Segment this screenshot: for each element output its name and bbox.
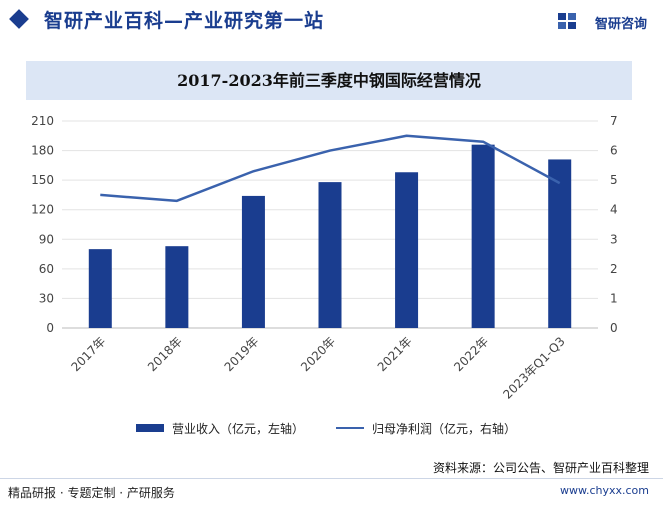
bar — [471, 144, 495, 328]
brand-logo-icon — [558, 13, 576, 29]
y-left-tick-label: 150 — [31, 173, 54, 187]
x-tick-label: 2018年 — [145, 334, 185, 374]
y-right-tick-label: 2 — [610, 262, 618, 276]
y-right-tick-label: 0 — [610, 321, 618, 335]
legend-item-profit: 归母净利润（亿元，右轴） — [336, 418, 516, 438]
y-right-tick-label: 6 — [610, 144, 618, 158]
bar — [395, 172, 419, 328]
x-tick-label: 2022年 — [451, 334, 491, 374]
legend-item-revenue: 营业收入（亿元，左轴） — [136, 418, 304, 438]
y-left-tick-label: 0 — [46, 321, 54, 335]
y-right-tick-label: 3 — [610, 232, 618, 246]
footer-website[interactable]: www.chyxx.com — [559, 484, 649, 497]
y-right-tick-label: 7 — [610, 114, 618, 128]
y-right-tick-label: 1 — [610, 291, 618, 305]
x-tick-label: 2019年 — [222, 334, 262, 374]
bar — [88, 249, 112, 328]
y-left-tick-label: 120 — [31, 203, 54, 217]
x-tick-label: 2023年Q1-Q3 — [500, 334, 568, 402]
x-tick-label: 2021年 — [375, 334, 415, 374]
legend-label-revenue: 营业收入（亿元，左轴） — [172, 421, 305, 436]
site-title: 智研产业百科—产业研究第一站 — [44, 10, 325, 32]
bar — [548, 159, 572, 328]
source-note: 资料来源：公司公告、智研产业百科整理 — [432, 461, 649, 475]
y-left-tick-label: 210 — [31, 114, 54, 128]
legend-swatch-line — [336, 427, 364, 429]
page-header: 智研产业百科—产业研究第一站 智研咨询 — [0, 0, 663, 46]
y-right-tick-label: 4 — [610, 203, 618, 217]
y-left-tick-label: 90 — [39, 232, 54, 246]
footer-divider — [0, 478, 663, 479]
chart-legend: 营业收入（亿元，左轴） 归母净利润（亿元，右轴） — [0, 418, 663, 438]
chart-title: 2017-2023年前三季度中钢国际经营情况 — [177, 71, 481, 90]
y-left-tick-label: 60 — [39, 262, 54, 276]
y-left-tick-label: 30 — [39, 291, 54, 305]
bar — [318, 182, 342, 328]
bar — [165, 246, 189, 328]
legend-swatch-bar — [136, 424, 164, 432]
chart-title-bar: 2017-2023年前三季度中钢国际经营情况 — [26, 61, 632, 100]
legend-label-profit: 归母净利润（亿元，右轴） — [372, 421, 517, 436]
x-tick-label: 2020年 — [298, 334, 338, 374]
y-left-tick-label: 180 — [31, 144, 54, 158]
bar — [241, 195, 265, 328]
footer-services: 精品研报 · 专题定制 · 产研服务 — [8, 486, 175, 500]
brand-name: 智研咨询 — [594, 17, 647, 32]
y-right-tick-label: 5 — [610, 173, 618, 187]
x-tick-label: 2017年 — [68, 334, 108, 374]
